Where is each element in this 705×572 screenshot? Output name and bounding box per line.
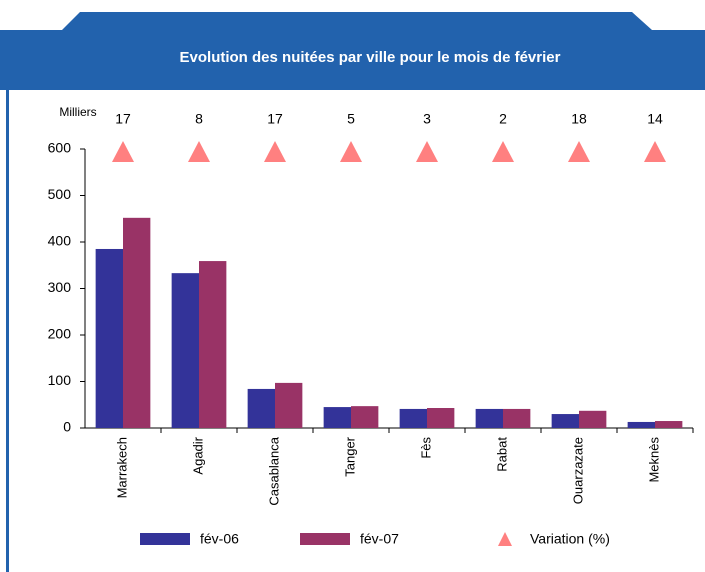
bar [275,382,303,428]
bar [247,388,275,428]
legend-label: fév-07 [360,531,399,547]
bar [551,414,579,428]
bar [95,248,123,428]
x-tick-label: Marrakech [114,437,129,498]
variation-label: 8 [195,111,203,127]
variation-label: 5 [347,111,355,127]
x-tick-label: Tanger [342,436,357,476]
variation-marker [188,141,210,162]
x-tick-label: Casablanca [266,436,281,505]
y-tick-label: 300 [48,279,72,295]
variation-marker [644,141,666,162]
bar [123,217,151,428]
x-tick-label: Fès [418,437,433,459]
bar [475,408,503,428]
bar [627,421,655,428]
variation-marker [492,141,514,162]
y-tick-label: 400 [48,233,72,249]
variation-label: 18 [571,111,587,127]
legend-label: Variation (%) [530,531,610,547]
legend-swatch [140,533,190,545]
variation-label: 14 [647,111,663,127]
bar [427,408,455,428]
y-tick-label: 200 [48,326,72,342]
legend-label: fév-06 [200,531,239,547]
header-banner [0,12,705,90]
y-tick-label: 100 [48,372,72,388]
bar [199,261,227,428]
variation-marker [568,141,590,162]
variation-marker [264,141,286,162]
variation-label: 17 [115,111,131,127]
x-tick-label: Ouarzazate [570,437,585,504]
bar [503,408,531,428]
left-border [6,90,9,572]
bar [171,273,199,428]
y-tick-label: 500 [48,186,72,202]
legend-swatch [300,533,350,545]
y-tick-label: 600 [48,140,72,156]
y-unit-label: Milliers [59,105,96,119]
bar [579,410,607,428]
variation-marker [416,141,438,162]
bar [655,421,683,428]
y-tick-label: 0 [63,419,71,435]
chart-title: Evolution des nuitées par ville pour le … [180,49,561,66]
bar [351,406,379,428]
variation-label: 17 [267,111,283,127]
x-tick-label: Meknès [646,437,661,483]
variation-marker [112,141,134,162]
x-tick-label: Agadir [190,436,205,474]
variation-label: 2 [499,111,507,127]
bar [399,408,427,428]
legend-marker [498,532,512,546]
variation-marker [340,141,362,162]
x-tick-label: Rabat [494,437,509,472]
bar [323,407,351,428]
variation-label: 3 [423,111,431,127]
